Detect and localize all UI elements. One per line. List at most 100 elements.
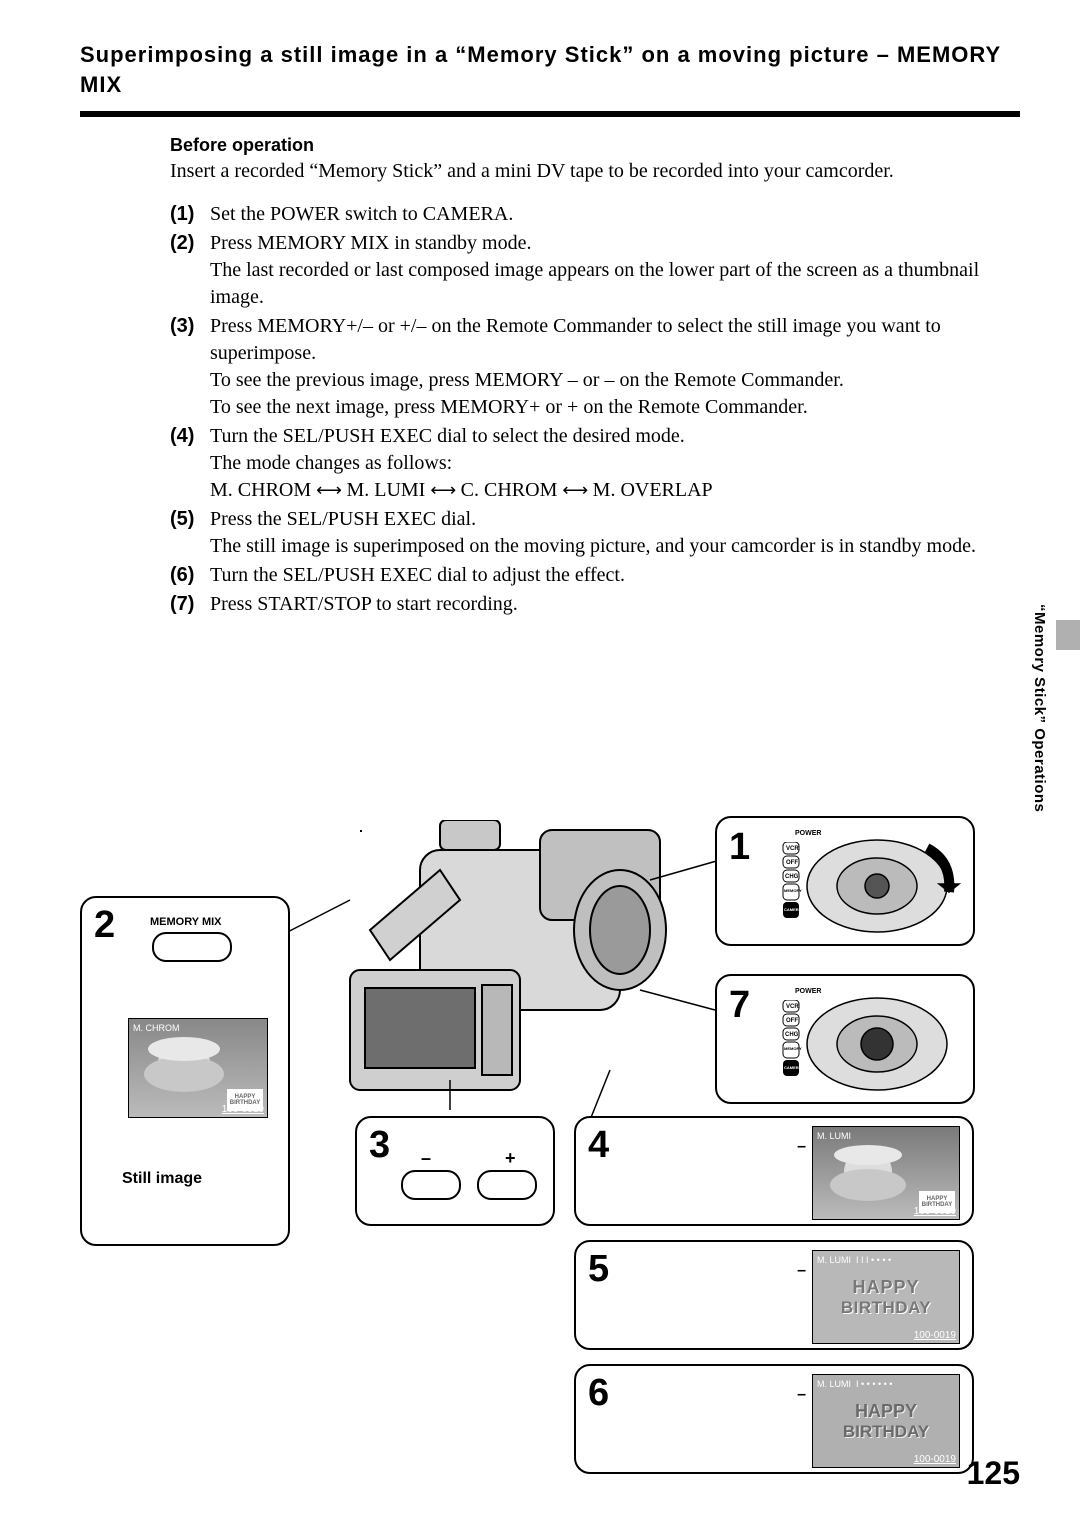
- panel-num: 4: [588, 1124, 609, 1167]
- svg-text:VCR: VCR: [786, 1004, 799, 1010]
- double-arrow-icon: ⟷: [430, 480, 460, 500]
- mode-text: M. LUMI: [817, 1379, 851, 1389]
- switch-pos-list: VCR OFF CHG MEMORY CAMERA: [781, 842, 803, 933]
- step-line: The last recorded or last composed image…: [210, 259, 979, 308]
- result-thumb: HAPPY BIRTHDAY M. LUMI I I I • • • • 100…: [812, 1250, 960, 1344]
- memory-plus-button[interactable]: [477, 1170, 537, 1200]
- mode: C. CHROM: [461, 479, 558, 501]
- svg-text:CHG: CHG: [785, 874, 799, 880]
- step-line: The still image is superimposed on the m…: [210, 535, 976, 557]
- svg-text:MEMORY: MEMORY: [784, 888, 802, 893]
- level-bars: I • • • • • •: [856, 1379, 892, 1389]
- panel-num: 6: [588, 1372, 609, 1415]
- page-number: 125: [967, 1455, 1020, 1492]
- minus-indicator: –: [797, 1262, 806, 1280]
- mode: M. CHROM: [210, 479, 311, 501]
- thumb-mode: M. CHROM: [133, 1023, 180, 1033]
- step-body: Turn the SEL/PUSH EXEC dial to select th…: [210, 423, 990, 504]
- section-tab: [1056, 620, 1080, 650]
- svg-text:OFF: OFF: [786, 860, 798, 866]
- step-body: Press MEMORY+/– or +/– on the Remote Com…: [210, 313, 990, 421]
- double-arrow-icon: ⟷: [316, 480, 346, 500]
- memory-mix-button[interactable]: [152, 932, 232, 962]
- step-3: (3) Press MEMORY+/– or +/– on the Remote…: [170, 313, 990, 421]
- svg-text:OFF: OFF: [786, 1018, 798, 1024]
- step-line: To see the next image, press MEMORY+ or …: [210, 396, 808, 418]
- step-line: Press MEMORY MIX in standby mode.: [210, 232, 531, 254]
- panel-num: 3: [369, 1124, 390, 1167]
- panel-1: 1 POWER VCR OFF CHG: [715, 816, 975, 946]
- minus-indicator: –: [797, 1138, 806, 1156]
- section-label: “Memory Stick” Operations: [1031, 604, 1048, 812]
- step-body: Press START/STOP to start recording.: [210, 591, 990, 618]
- before-op-text: Insert a recorded “Memory Stick” and a m…: [170, 158, 990, 185]
- svg-text:CAMERA: CAMERA: [784, 1065, 802, 1070]
- svg-text:VCR: VCR: [786, 846, 799, 852]
- thumb-code: 100-0019: [222, 1104, 264, 1115]
- still-thumbnail: M. CHROM HAPPYBIRTHDAY 100-0019: [128, 1018, 268, 1118]
- svg-text:CHG: CHG: [785, 1032, 799, 1038]
- panel-4: 4 – M. LUMI HAPPYBIRTHDAY 100-0019: [574, 1116, 974, 1226]
- step-body: Turn the SEL/PUSH EXEC dial to adjust th…: [210, 562, 990, 589]
- memory-mix-label: MEMORY MIX: [150, 916, 222, 928]
- thumb-mode: M. LUMI: [817, 1131, 851, 1141]
- step-line: Press the SEL/PUSH EXEC dial.: [210, 508, 476, 530]
- mode: M. OVERLAP: [593, 479, 713, 501]
- step-line: Press MEMORY+/– or +/– on the Remote Com…: [210, 315, 941, 364]
- panel-7: 7 POWER VCR OFF CHG MEMORY CAMERA: [715, 974, 975, 1104]
- switch-pos-list: VCR OFF CHG MEMORY CAMERA: [781, 1000, 803, 1091]
- step-num: (6): [170, 562, 210, 589]
- step-body: Set the POWER switch to CAMERA.: [210, 201, 990, 228]
- thumb-mode: M. LUMI I • • • • • •: [817, 1379, 892, 1389]
- panel-2: 2 MEMORY MIX M. CHROM HAPPYBIRTHDAY 100-…: [80, 896, 290, 1246]
- title-rule: [80, 111, 1020, 117]
- svg-text:POWER: POWER: [795, 988, 821, 995]
- svg-text:POWER: POWER: [795, 830, 821, 837]
- level-bars: I I I • • • •: [856, 1255, 891, 1265]
- power-switch-illustration: POWER: [777, 984, 967, 1098]
- panel-3: 3 – +: [355, 1116, 555, 1226]
- page-title: Superimposing a still image in a “Memory…: [80, 40, 1020, 99]
- plus-label: +: [505, 1148, 516, 1169]
- panel-num: 7: [729, 984, 750, 1027]
- result-thumb: M. LUMI HAPPYBIRTHDAY 100-0019: [812, 1126, 960, 1220]
- step-6: (6) Turn the SEL/PUSH EXEC dial to adjus…: [170, 562, 990, 589]
- step-5: (5) Press the SEL/PUSH EXEC dial. The st…: [170, 506, 990, 560]
- panel-num: 1: [729, 826, 750, 869]
- double-arrow-icon: ⟷: [562, 480, 592, 500]
- minus-indicator: –: [797, 1386, 806, 1404]
- panel-num: 2: [94, 904, 115, 947]
- result-thumb: HAPPY BIRTHDAY M. LUMI I • • • • • • 100…: [812, 1374, 960, 1468]
- before-op-heading: Before operation: [170, 135, 990, 156]
- memory-minus-button[interactable]: [401, 1170, 461, 1200]
- step-num: (7): [170, 591, 210, 618]
- step-7: (7) Press START/STOP to start recording.: [170, 591, 990, 618]
- step-line: To see the previous image, press MEMORY …: [210, 369, 844, 391]
- svg-text:MEMORY: MEMORY: [784, 1046, 802, 1051]
- thumb-code: 100-0019: [914, 1206, 956, 1217]
- step-line: Turn the SEL/PUSH EXEC dial to select th…: [210, 425, 685, 447]
- panel-5: 5 – HAPPY BIRTHDAY M. LUMI I I I • • • •…: [574, 1240, 974, 1350]
- mode: M. LUMI: [346, 479, 425, 501]
- step-num: (4): [170, 423, 210, 504]
- step-body: Press MEMORY MIX in standby mode. The la…: [210, 230, 990, 311]
- figure: 2 MEMORY MIX M. CHROM HAPPYBIRTHDAY 100-…: [80, 810, 1010, 1430]
- thumb-mode: M. LUMI I I I • • • •: [817, 1255, 891, 1265]
- panel-num: 5: [588, 1248, 609, 1291]
- still-image-caption: Still image: [122, 1170, 202, 1188]
- step-num: (1): [170, 201, 210, 228]
- step-num: (3): [170, 313, 210, 421]
- step-num: (5): [170, 506, 210, 560]
- step-4: (4) Turn the SEL/PUSH EXEC dial to selec…: [170, 423, 990, 504]
- step-2: (2) Press MEMORY MIX in standby mode. Th…: [170, 230, 990, 311]
- step-1: (1) Set the POWER switch to CAMERA.: [170, 201, 990, 228]
- steps-list: (1) Set the POWER switch to CAMERA. (2) …: [170, 201, 990, 618]
- minus-label: –: [421, 1148, 431, 1169]
- step-num: (2): [170, 230, 210, 311]
- thumb-code: 100-0019: [914, 1330, 956, 1341]
- step-body: Press the SEL/PUSH EXEC dial. The still …: [210, 506, 990, 560]
- panel-6: 6 – HAPPY BIRTHDAY M. LUMI I • • • • • •…: [574, 1364, 974, 1474]
- power-switch-illustration: POWER: [777, 826, 967, 940]
- mode-chain: M. CHROM ⟷ M. LUMI ⟷ C. CHROM ⟷ M. OVERL…: [210, 479, 713, 501]
- mode-text: M. LUMI: [817, 1255, 851, 1265]
